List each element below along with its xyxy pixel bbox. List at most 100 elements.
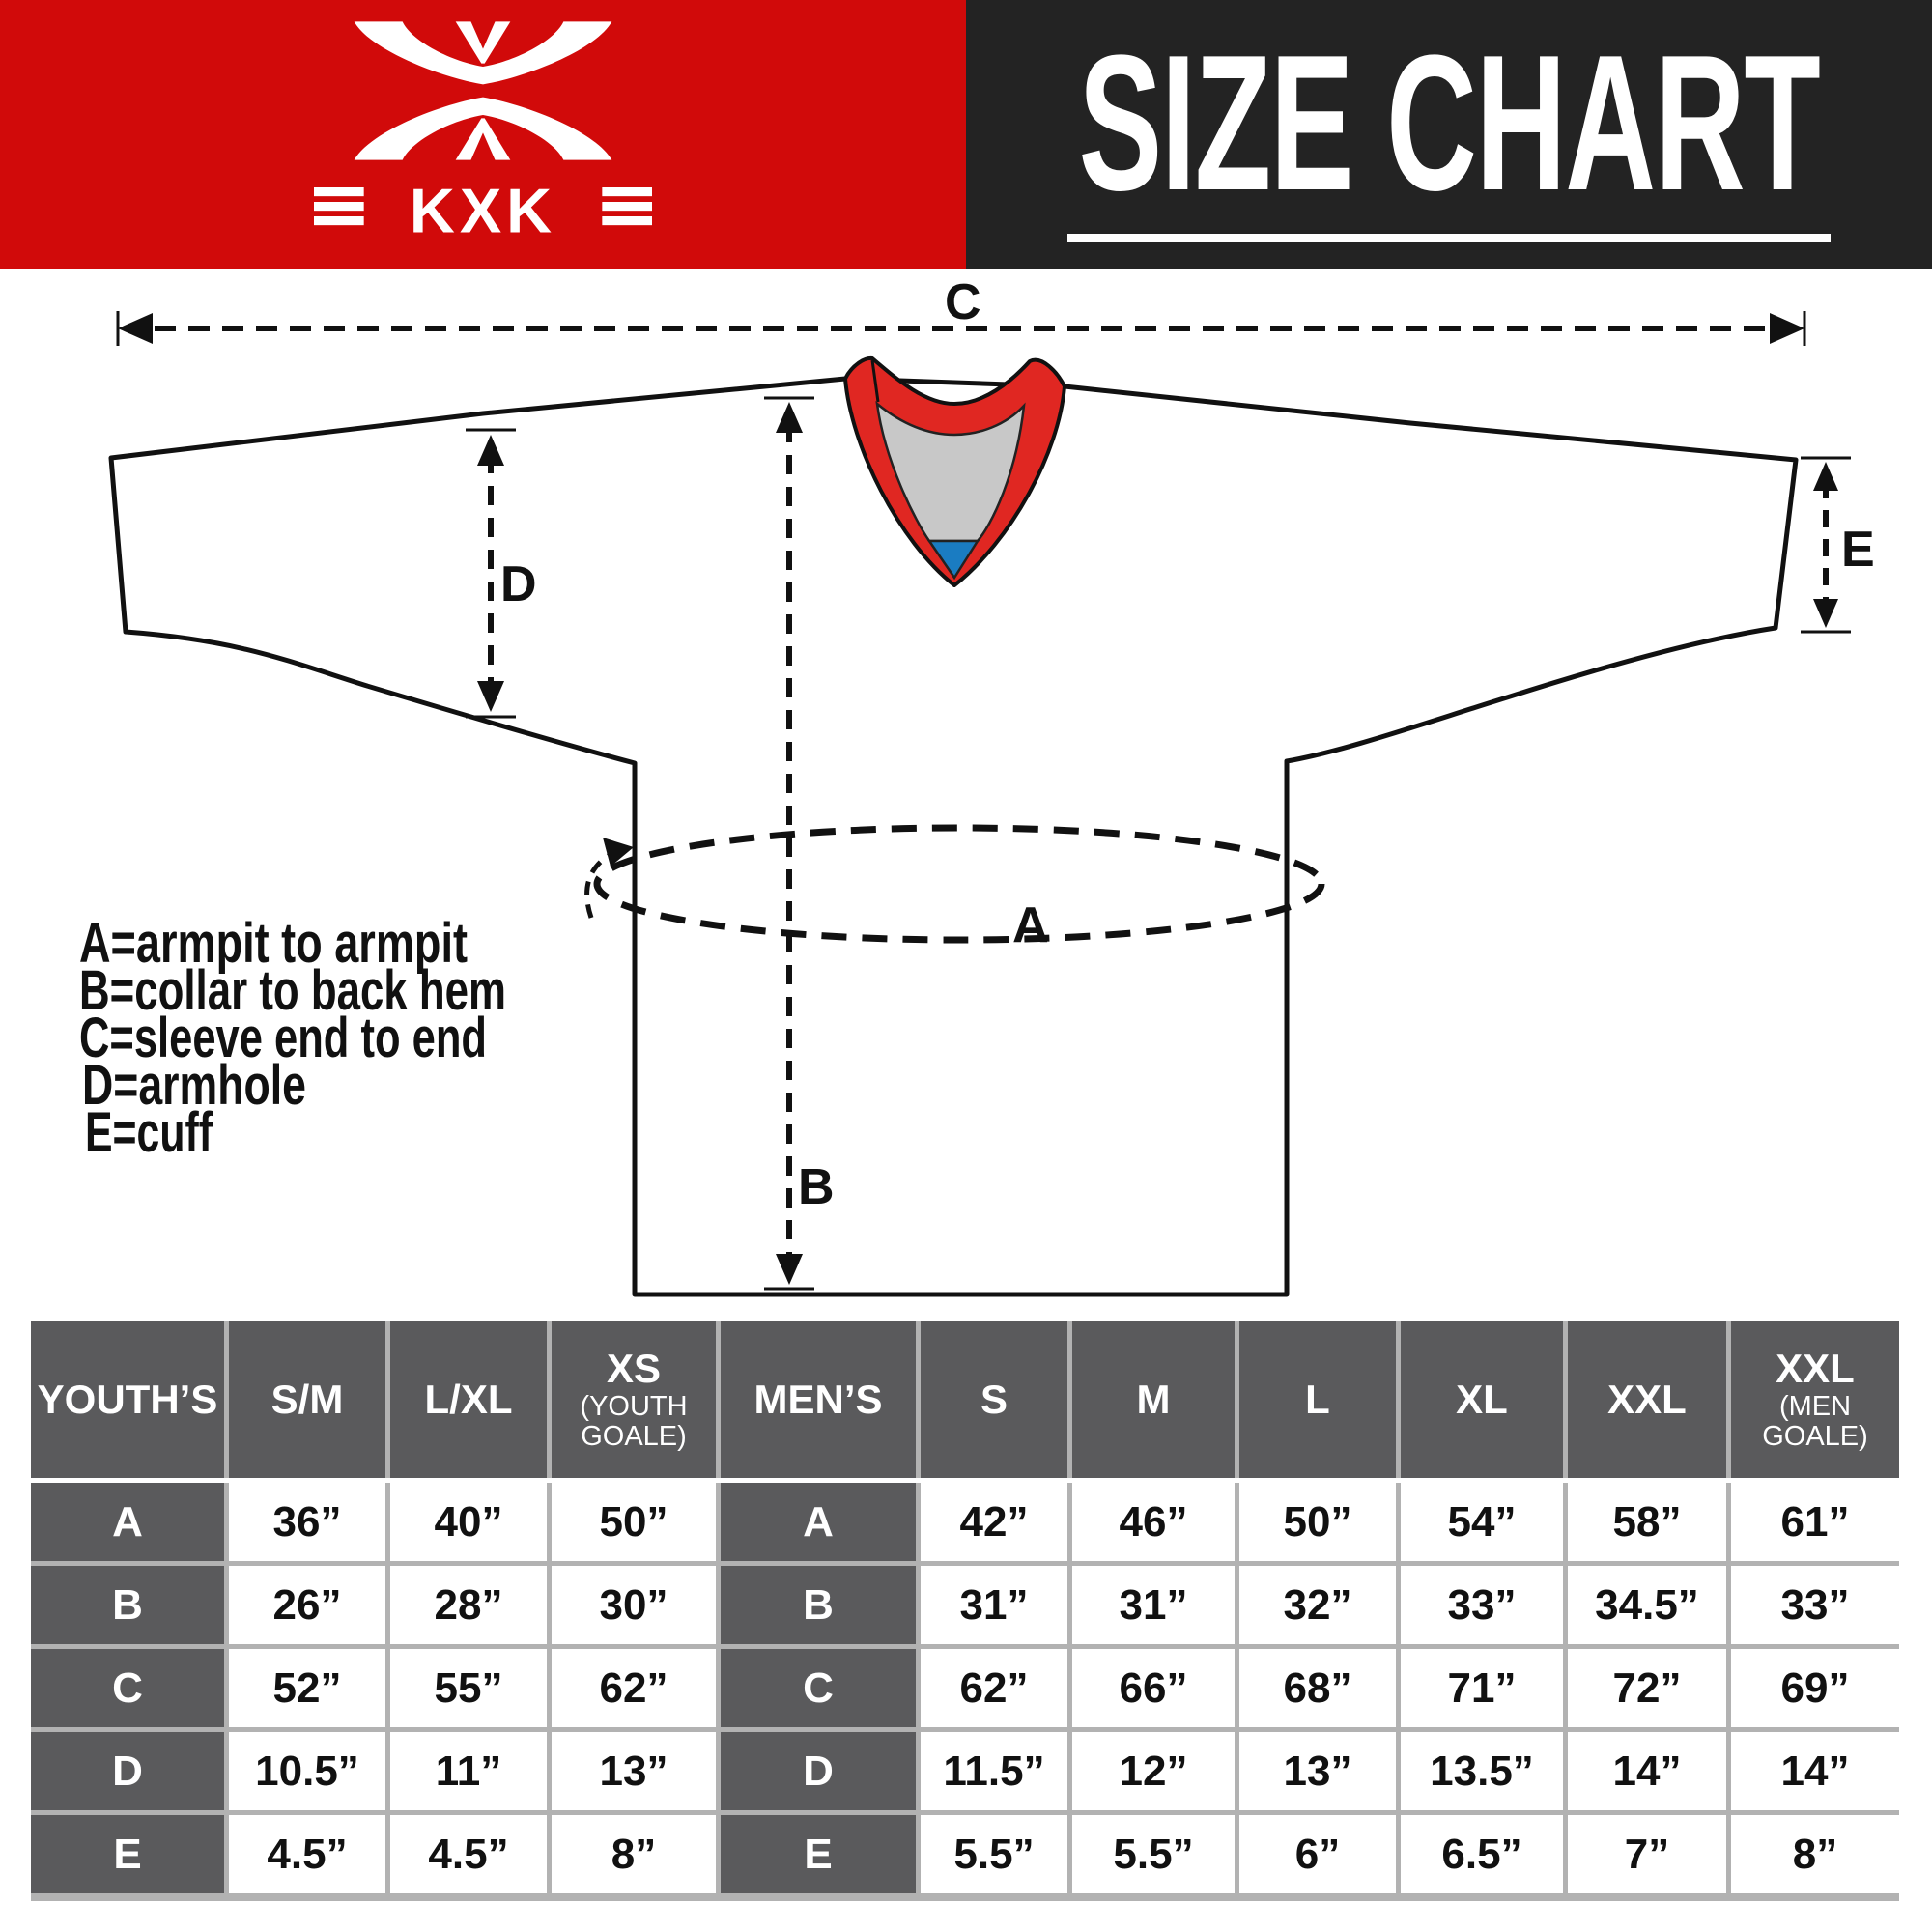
column-header-label: MEN’S	[753, 1377, 883, 1422]
column-header-label: XS	[606, 1346, 662, 1391]
row-label-cell: D	[31, 1732, 224, 1810]
size-value-cell: 7”	[1568, 1815, 1726, 1893]
size-value-cell: 14”	[1568, 1732, 1726, 1810]
jersey-outline	[108, 376, 1799, 1297]
label-D: D	[500, 556, 537, 612]
size-value-cell: 40”	[390, 1483, 547, 1561]
size-value-cell: 32”	[1239, 1566, 1396, 1644]
measure-C	[116, 311, 1806, 346]
size-value-cell: 50”	[552, 1483, 716, 1561]
size-value-cell: 10.5”	[229, 1732, 385, 1810]
kxk-logo: KXK	[314, 21, 652, 246]
size-value-cell: 11.5”	[921, 1732, 1067, 1810]
size-value-cell: 6”	[1239, 1815, 1396, 1893]
title-underline	[1067, 233, 1831, 242]
measure-A	[584, 824, 1325, 944]
size-value-cell: 12”	[1072, 1732, 1235, 1810]
size-value-cell: 28”	[390, 1566, 547, 1644]
column-header-label: YOUTH’S	[37, 1377, 218, 1422]
size-value-cell: 11”	[390, 1732, 547, 1810]
column-header-label: M	[1136, 1377, 1171, 1422]
size-value-cell: 13”	[1239, 1732, 1396, 1810]
size-value-cell: 52”	[229, 1649, 385, 1727]
page-title: SIZE CHART	[1078, 14, 1821, 231]
size-value-cell: 68”	[1239, 1649, 1396, 1727]
label-A: A	[1012, 897, 1049, 953]
column-header-cell: S	[921, 1321, 1067, 1478]
size-value-cell: 36”	[229, 1483, 385, 1561]
size-value-cell: 5.5”	[921, 1815, 1067, 1893]
column-header-cell: XL	[1401, 1321, 1563, 1478]
legend-line-c: C=sleeve end to end	[79, 1007, 487, 1069]
size-value-cell: 14”	[1731, 1732, 1899, 1810]
collar	[843, 355, 1066, 587]
measure-D	[466, 428, 516, 719]
size-value-cell: 42”	[921, 1483, 1067, 1561]
column-header-label: XXL	[1607, 1377, 1687, 1422]
row-label-cell: E	[31, 1815, 224, 1893]
column-header-cell: L/XL	[390, 1321, 547, 1478]
column-header-label: S	[980, 1377, 1008, 1422]
size-value-cell: 5.5”	[1072, 1815, 1235, 1893]
size-value-cell: 33”	[1731, 1566, 1899, 1644]
size-value-cell: 50”	[1239, 1483, 1396, 1561]
brand-text: KXK	[410, 176, 556, 246]
column-header-cell: XXL (MEN GOALE)	[1731, 1321, 1899, 1478]
label-C: C	[945, 274, 981, 330]
size-value-cell: 55”	[390, 1649, 547, 1727]
row-label-cell: C	[721, 1649, 916, 1727]
legend-line-e: E=cuff	[85, 1101, 213, 1164]
size-value-cell: 4.5”	[390, 1815, 547, 1893]
size-value-cell: 26”	[229, 1566, 385, 1644]
column-header-cell: S/M	[229, 1321, 385, 1478]
size-value-cell: 58”	[1568, 1483, 1726, 1561]
row-label-cell: E	[721, 1815, 916, 1893]
row-label-cell: B	[721, 1566, 916, 1644]
collar-seam	[870, 359, 880, 403]
header-title-panel: SIZE CHART	[966, 0, 1932, 269]
legend-line-a: A=armpit to armpit	[79, 912, 468, 975]
size-value-cell: 33”	[1401, 1566, 1563, 1644]
size-value-cell: 54”	[1401, 1483, 1563, 1561]
row-label-cell: C	[31, 1649, 224, 1727]
column-header-cell: MEN’S	[721, 1321, 916, 1478]
size-value-cell: 31”	[1072, 1566, 1235, 1644]
column-header-cell: M	[1072, 1321, 1235, 1478]
column-header-cell: XXL	[1568, 1321, 1726, 1478]
size-value-cell: 13.5”	[1401, 1732, 1563, 1810]
size-value-cell: 31”	[921, 1566, 1067, 1644]
size-value-cell: 69”	[1731, 1649, 1899, 1727]
column-header-label: XXL	[1776, 1346, 1855, 1391]
collar-tip	[926, 539, 980, 581]
size-value-cell: 71”	[1401, 1649, 1563, 1727]
size-value-cell: 8”	[1731, 1815, 1899, 1893]
size-value-cell: 13”	[552, 1732, 716, 1810]
logo-right-bars	[602, 187, 652, 226]
column-header-label: S/M	[270, 1377, 344, 1422]
header-brand-panel: KXK	[0, 0, 966, 269]
jersey-measurement-diagram: C D B E	[79, 274, 1875, 1297]
column-header-cell: L	[1239, 1321, 1396, 1478]
row-label-cell: A	[721, 1483, 916, 1561]
size-value-cell: 66”	[1072, 1649, 1235, 1727]
column-header-label: XL	[1456, 1377, 1508, 1422]
size-value-cell: 34.5”	[1568, 1566, 1726, 1644]
legend-line-d: D=armhole	[82, 1054, 306, 1117]
row-label-cell: A	[31, 1483, 224, 1561]
size-value-cell: 62”	[921, 1649, 1067, 1727]
size-value-cell: 4.5”	[229, 1815, 385, 1893]
column-header-sublabel: (MEN GOALE)	[1762, 1391, 1868, 1452]
column-header-label: L/XL	[424, 1377, 513, 1422]
column-header-sublabel: (YOUTH GOALE)	[580, 1391, 688, 1452]
kxk-logo-mark	[314, 21, 652, 226]
size-table: YOUTH’S S/M L/XL XS (YOUTH GOALE) MEN’S S M L XL X…	[31, 1321, 1899, 1901]
legend-line-b: B=collar to back hem	[79, 959, 506, 1022]
size-value-cell: 8”	[552, 1815, 716, 1893]
row-label-cell: D	[721, 1732, 916, 1810]
label-B: B	[798, 1159, 835, 1215]
label-E: E	[1841, 522, 1875, 578]
table-header-divider	[31, 1478, 1899, 1483]
measurement-legend: A=armpit to armpit B=collar to back hem …	[79, 912, 506, 1164]
measure-B	[764, 396, 814, 1291]
